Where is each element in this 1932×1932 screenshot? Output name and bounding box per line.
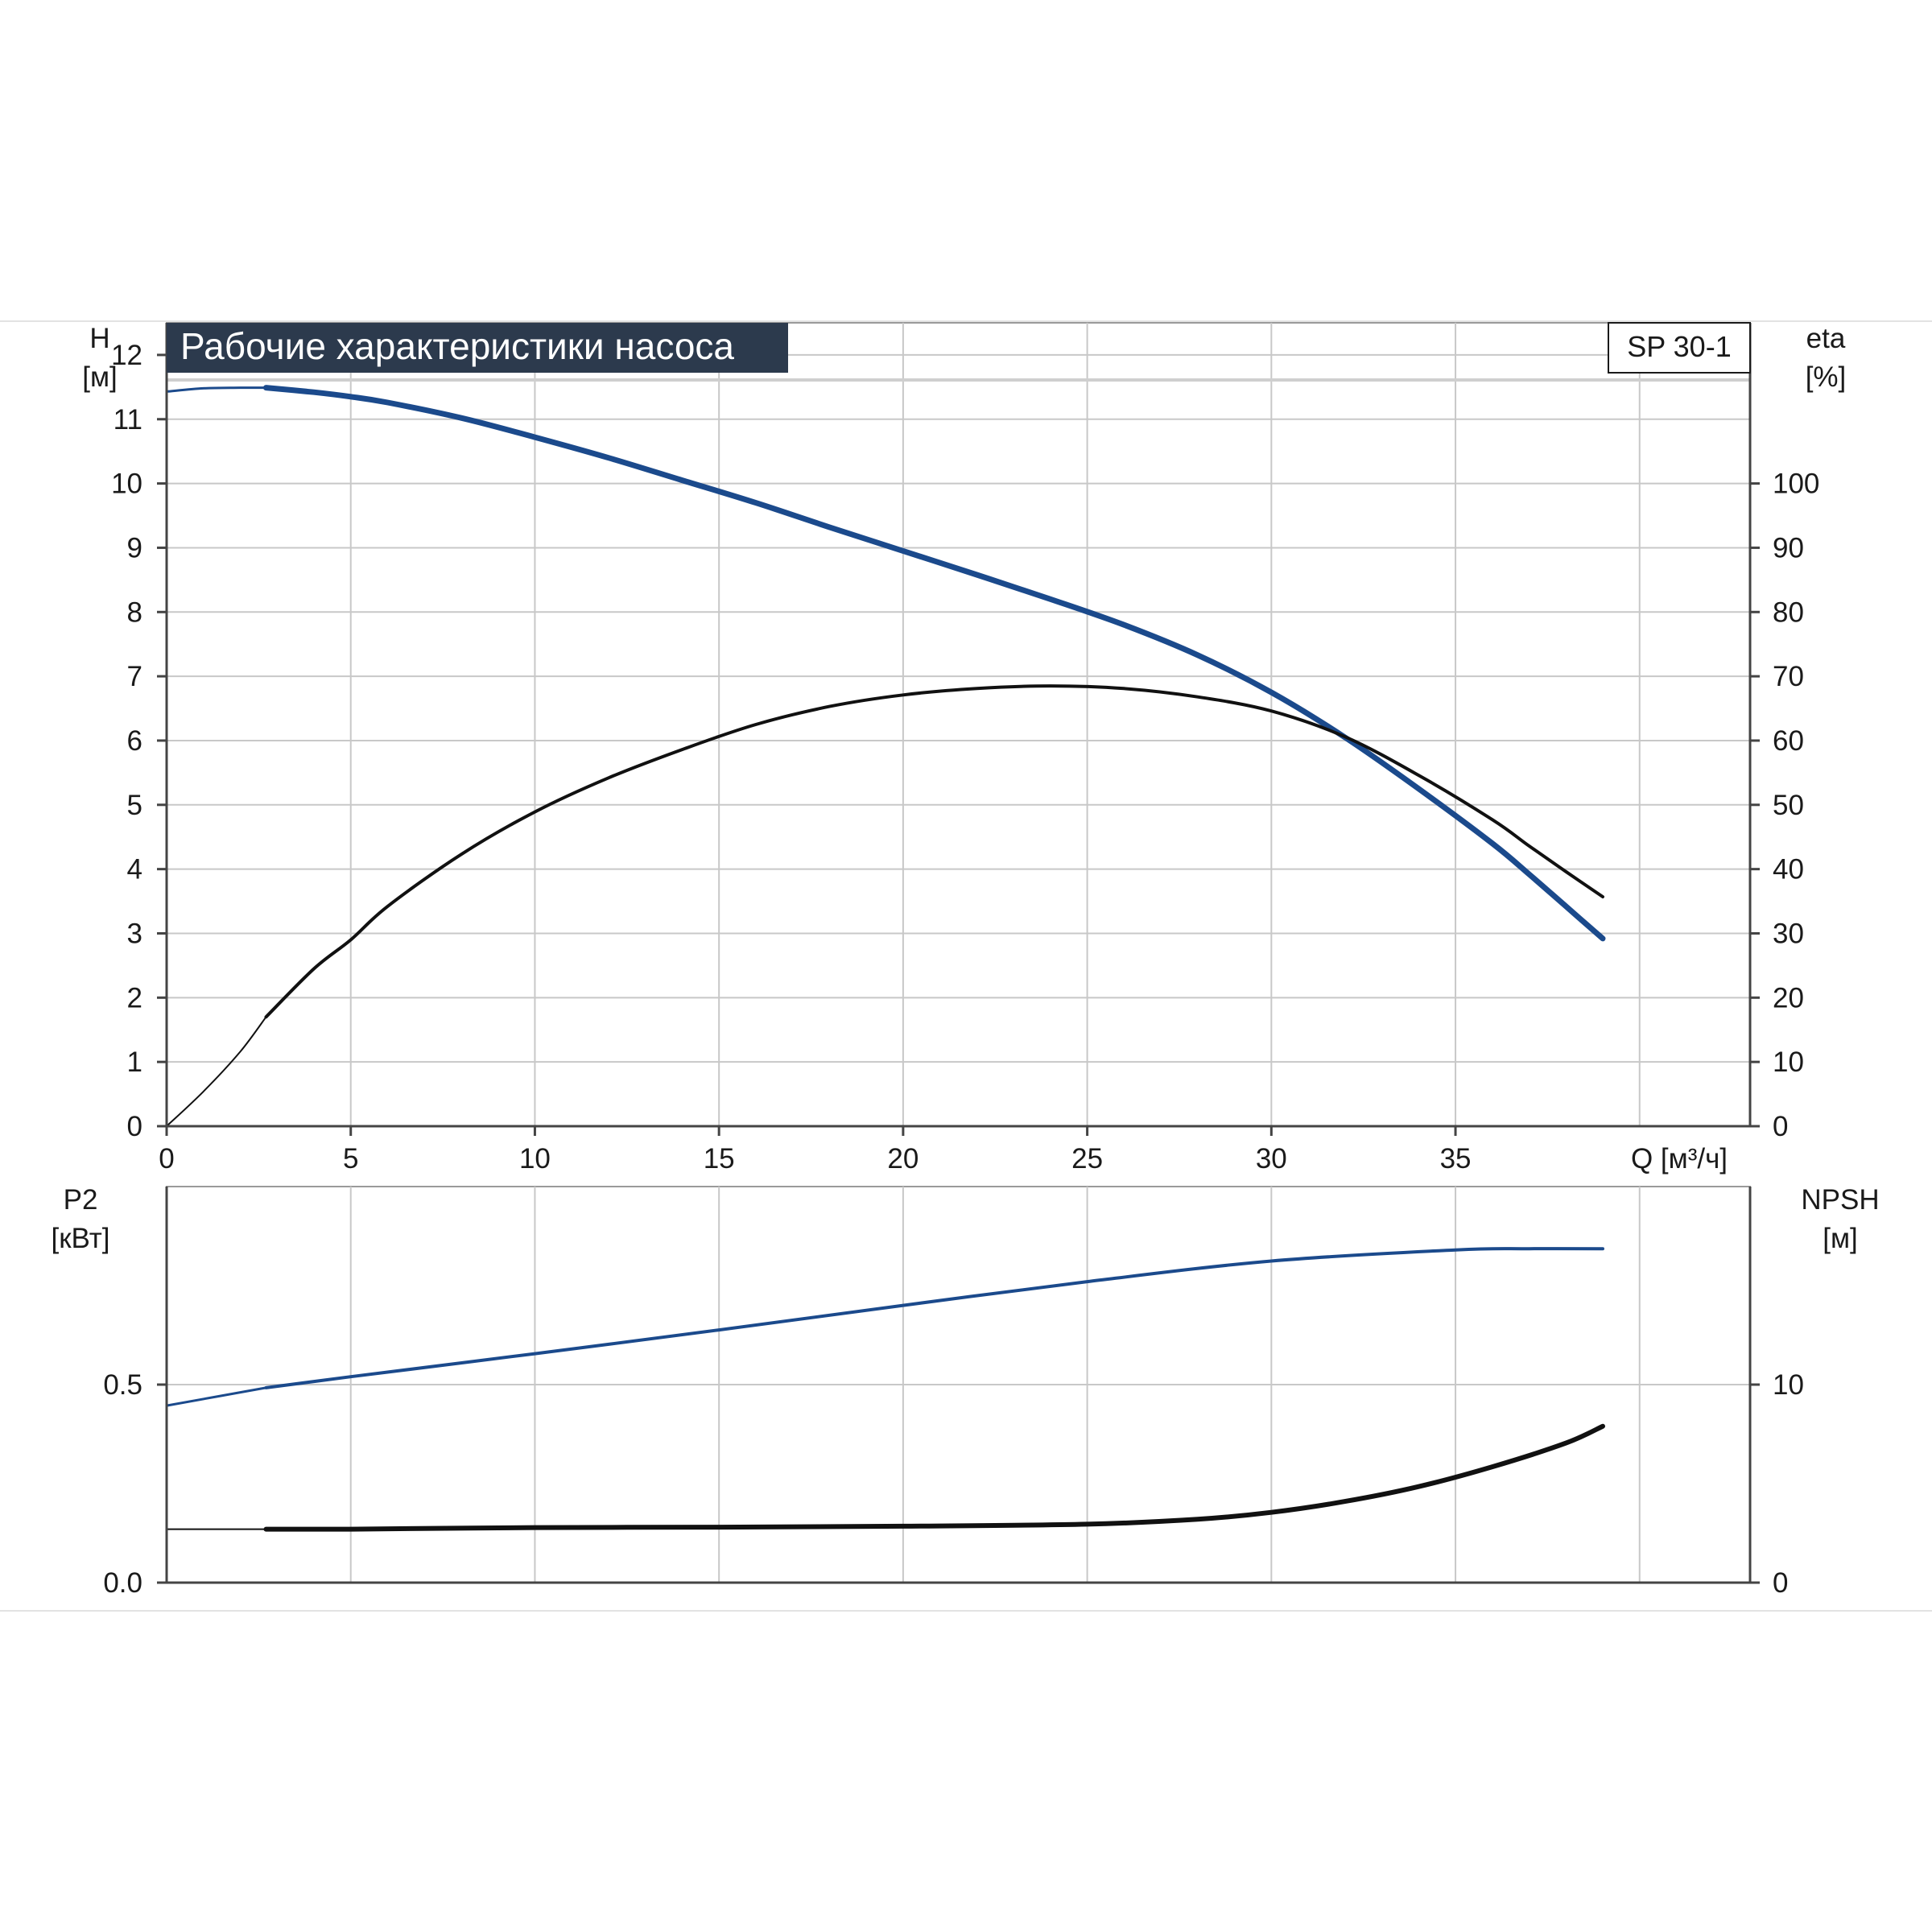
head-chart-y2tick-label-10: 10	[1773, 1046, 1804, 1078]
head-chart-ytick-label-8: 8	[127, 597, 142, 628]
head-chart-xtick-label-15: 15	[704, 1143, 735, 1174]
head-chart-grid	[166, 322, 1751, 1127]
efficiency-axis-label-line-0: eta	[1806, 323, 1846, 354]
power-axis-label-line-0: P2	[64, 1184, 98, 1216]
chart-title-box	[167, 323, 788, 373]
head-chart-y2tick-label-40: 40	[1773, 854, 1804, 886]
npsh-axis-label: NPSH [м]	[1801, 1184, 1879, 1254]
head-chart-frame	[166, 322, 1751, 1127]
head-chart-y2tick-label-20: 20	[1773, 982, 1804, 1013]
head-chart-y2tick-label-80: 80	[1773, 597, 1804, 628]
head-chart-y2tick-label-100: 100	[1773, 469, 1819, 500]
head-chart-xtick-label-10: 10	[519, 1143, 551, 1174]
power-chart-axes: 0.0 0.5 0 10	[103, 1187, 1804, 1599]
head-chart-xtick-label-30: 30	[1256, 1143, 1287, 1174]
head-chart-ytick-label-6: 6	[127, 725, 142, 757]
head-chart-xtick-label-25: 25	[1071, 1143, 1103, 1174]
flow-axis-label: Q [м³/ч]	[1631, 1143, 1728, 1174]
head-chart-y2tick-label-0: 0	[1773, 1111, 1788, 1142]
head-chart-series-H-lead	[165, 386, 267, 393]
head-chart-xtick-label-0: 0	[159, 1143, 174, 1174]
power-axis-label-line-1: [кВт]	[52, 1223, 110, 1254]
head-chart-y2tick-label-90: 90	[1773, 532, 1804, 564]
head-chart-series-eta-lead	[166, 1016, 267, 1127]
head-chart-ytick-label-9: 9	[127, 532, 142, 564]
head-chart-xtick-label-20: 20	[887, 1143, 919, 1174]
power-chart-y2tick-label-10: 10	[1773, 1369, 1804, 1401]
head-axis-label-line-0: H	[89, 323, 109, 354]
head-chart-ytick-label-11: 11	[114, 404, 142, 436]
head-chart-ytick-label-3: 3	[127, 918, 142, 949]
head-chart-ytick-label-10: 10	[111, 469, 142, 500]
power-axis-label: P2 [кВт]	[52, 1184, 110, 1254]
head-chart-y2tick-label-60: 60	[1773, 725, 1804, 757]
efficiency-axis-label-line-1: [%]	[1806, 361, 1847, 393]
head-chart-ytick-label-12: 12	[111, 340, 142, 371]
head-chart-series	[165, 385, 1606, 1127]
head-chart-y2tick-label-70: 70	[1773, 661, 1804, 692]
head-chart-ytick-label-2: 2	[127, 982, 142, 1013]
npsh-axis-label-line-0: NPSH	[1801, 1184, 1879, 1216]
head-chart-ytick-label-5: 5	[127, 790, 142, 821]
model-badge: SP 30-1	[1627, 330, 1731, 363]
head-chart-xtick-label-5: 5	[343, 1143, 358, 1174]
head-chart-xtick-label-35: 35	[1440, 1143, 1472, 1174]
npsh-axis-label-line-1: [м]	[1823, 1223, 1858, 1254]
power-chart-ytick-label-0.5: 0.5	[103, 1369, 142, 1401]
head-chart-ytick-label-1: 1	[127, 1046, 142, 1078]
power-chart-y2tick-label-0: 0	[1773, 1567, 1788, 1599]
head-axis-label-line-1: [м]	[82, 361, 118, 393]
model-badge-box	[1608, 322, 1751, 374]
efficiency-axis-label: eta [%]	[1806, 323, 1847, 393]
power-chart-grid	[166, 1186, 1751, 1583]
head-chart-series-eta	[264, 684, 1604, 1019]
head-chart-y2tick-label-50: 50	[1773, 790, 1804, 821]
head-chart-series-H	[263, 385, 1606, 942]
chart-title: Рабочие характеристики насоса	[180, 325, 734, 367]
power-chart-ytick-label-0: 0.0	[103, 1567, 142, 1599]
head-chart-y2tick-label-30: 30	[1773, 918, 1804, 949]
head-axis-label: H [м]	[82, 323, 118, 393]
power-chart-series	[165, 1247, 1605, 1532]
head-chart-ytick-label-7: 7	[127, 661, 142, 692]
head-chart-ytick-label-4: 4	[127, 854, 142, 886]
head-chart-ytick-label-0: 0	[127, 1111, 142, 1142]
power-chart-series-P2	[264, 1247, 1604, 1389]
power-chart-series-P2-lead	[165, 1386, 267, 1407]
power-chart-series-NPSH	[263, 1423, 1605, 1532]
axis-labels: H [м] eta [%] P2 [кВт] NPSH [м] Q [м³/ч]	[52, 323, 1880, 1254]
